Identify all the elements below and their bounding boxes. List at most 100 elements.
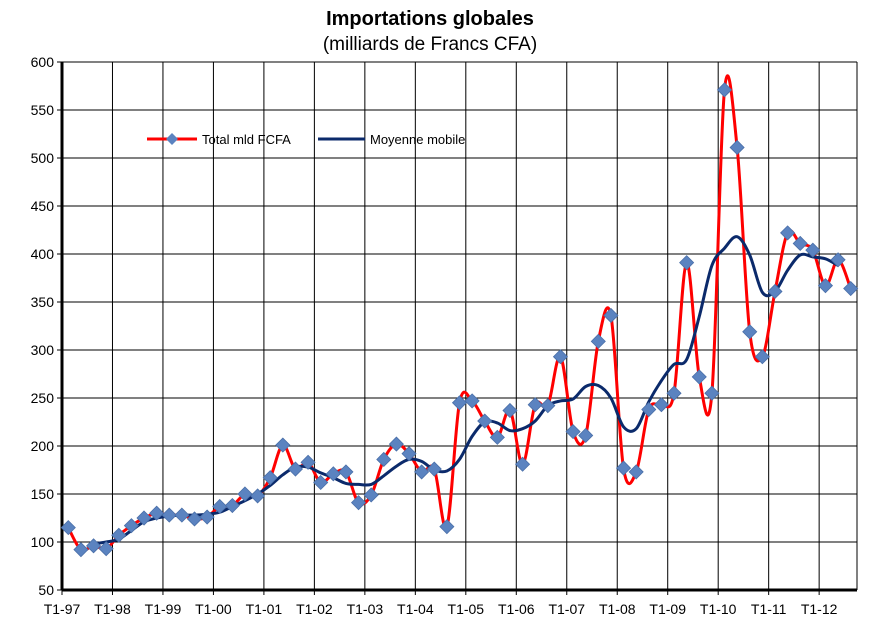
data-point-total <box>578 427 594 444</box>
x-tick-label: T1-08 <box>599 601 636 617</box>
data-point-total <box>805 242 821 258</box>
data-point-total <box>716 82 733 98</box>
plot-area: 50 100 150 200 250 300 350 400 450 500 550 600 T1-97… <box>31 54 859 617</box>
data-point-total <box>464 393 480 409</box>
data-point-total <box>565 424 581 440</box>
legend: Total mld FCFA Moyenne mobile <box>147 132 465 147</box>
data-point-total <box>780 225 796 241</box>
y-tick-label: 100 <box>31 534 55 550</box>
data-point-total <box>313 474 329 491</box>
data-point-total <box>603 307 619 324</box>
data-point-total <box>300 454 316 470</box>
data-point-total <box>628 464 644 480</box>
data-point-total <box>376 451 392 468</box>
x-tick-label: T1-09 <box>649 601 686 617</box>
legend-marker-total <box>166 133 178 145</box>
data-point-total <box>250 488 266 504</box>
data-point-total <box>590 333 606 349</box>
data-point-total <box>615 460 632 476</box>
y-tick-label: 550 <box>31 102 55 118</box>
data-point-total <box>111 527 127 543</box>
data-point-total <box>199 509 215 525</box>
legend-label-moving-average: Moyenne mobile <box>370 132 465 147</box>
data-point-total <box>136 510 152 526</box>
data-point-total <box>641 401 657 418</box>
plot-background <box>62 62 857 590</box>
data-point-total <box>338 464 354 480</box>
y-tick-label: 450 <box>31 198 55 214</box>
data-point-total <box>666 385 682 401</box>
data-point-total <box>691 369 707 385</box>
data-point-total <box>653 397 669 413</box>
x-tick-label: T1-06 <box>498 601 535 617</box>
data-point-total <box>414 464 430 480</box>
x-tick-label: T1-03 <box>347 601 384 617</box>
data-point-total <box>817 278 834 294</box>
data-point-total <box>275 437 291 453</box>
x-tick-label: T1-11 <box>751 601 787 617</box>
data-point-total <box>729 139 745 156</box>
data-point-total <box>212 498 228 515</box>
legend-label-total: Total mld FCFA <box>202 132 291 147</box>
data-point-total <box>426 461 442 477</box>
data-point-total <box>237 486 253 502</box>
x-tick-label: T1-05 <box>448 601 485 617</box>
y-tick-label: 350 <box>31 294 55 310</box>
x-tick-label: T1-07 <box>548 601 585 617</box>
data-point-total <box>174 507 190 523</box>
chart-subtitle: (milliards de Francs CFA) <box>323 34 537 55</box>
data-point-total <box>679 255 695 271</box>
data-point-total <box>704 385 720 401</box>
data-point-total <box>85 538 102 554</box>
data-point-total <box>515 456 531 472</box>
data-point-total <box>98 541 114 557</box>
data-point-total <box>552 349 569 365</box>
x-tick-label: T1-12 <box>801 601 838 617</box>
data-point-total <box>363 487 379 503</box>
x-tick-label: T1-02 <box>296 601 333 617</box>
data-point-total <box>451 395 468 411</box>
data-point-total <box>742 324 758 340</box>
data-point-total <box>123 518 139 534</box>
y-tick-label: 400 <box>31 246 55 262</box>
x-tick-label: T1-00 <box>195 601 232 617</box>
y-tick-label: 500 <box>31 150 55 166</box>
data-point-total <box>401 446 417 462</box>
data-point-total <box>161 507 177 523</box>
data-point-total <box>502 402 518 419</box>
data-point-total <box>439 519 455 535</box>
data-point-total <box>767 283 783 300</box>
data-point-total <box>60 520 76 536</box>
data-point-total <box>350 495 367 511</box>
y-tick-label: 250 <box>31 390 55 406</box>
y-tick-label: 200 <box>31 438 55 454</box>
data-point-total <box>262 470 278 486</box>
x-tick-label: T1-10 <box>700 601 737 617</box>
y-tick-label: 600 <box>31 54 55 70</box>
x-tick-label: T1-98 <box>94 601 131 617</box>
data-point-total <box>73 542 89 558</box>
data-point-total <box>287 461 304 477</box>
data-point-total <box>489 429 505 445</box>
x-tick-label: T1-97 <box>44 601 81 617</box>
x-tick-label: T1-99 <box>145 601 182 617</box>
data-point-total <box>527 397 543 413</box>
data-point-total <box>325 466 341 482</box>
data-point-total <box>792 235 808 252</box>
x-tick-label: T1-04 <box>397 601 434 617</box>
data-point-total <box>388 436 404 452</box>
data-point-total <box>149 505 165 521</box>
y-tick-label: 50 <box>38 582 54 598</box>
data-point-total <box>540 398 556 414</box>
data-point-total <box>843 280 859 297</box>
data-point-total <box>830 252 846 268</box>
data-point-total <box>754 349 770 365</box>
y-tick-label: 150 <box>31 486 55 502</box>
x-tick-label: T1-01 <box>246 601 283 617</box>
chart-title: Importations globales <box>326 8 534 30</box>
data-point-total <box>224 497 240 514</box>
data-point-total <box>477 413 493 429</box>
data-point-total <box>186 511 203 527</box>
